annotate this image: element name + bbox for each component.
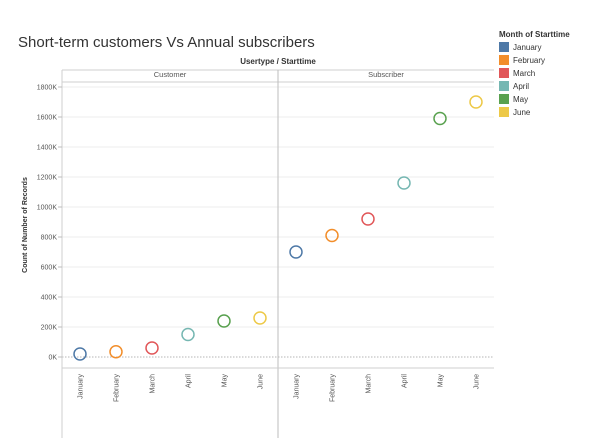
data-point (433, 111, 447, 126)
data-point (289, 245, 303, 259)
x-tick-label: January (78, 374, 85, 399)
x-tick-label: June (258, 374, 265, 389)
y-tick-label: 600K (41, 265, 58, 272)
y-tick-label: 400K (41, 295, 58, 302)
legend-label: May (513, 95, 528, 104)
x-tick-label: May (438, 374, 445, 388)
data-point (109, 345, 123, 359)
x-tick-label: June (474, 374, 481, 389)
y-tick-label: 800K (41, 235, 58, 242)
y-axis-label: Count of Number of Records (22, 177, 29, 273)
x-tick-label: April (186, 374, 193, 388)
y-tick-label: 1200K (37, 175, 58, 182)
y-tick-label: 200K (41, 325, 58, 332)
y-axis-ticks: 0K 200K 400K 600K 800K 1000K 1200K 1400K 1600K 18… (37, 85, 62, 362)
data-point (325, 228, 339, 243)
data-point (361, 212, 375, 226)
axes (61, 69, 494, 438)
x-tick-label: February (114, 374, 121, 403)
y-tick-label: 1800K (37, 85, 58, 92)
data-point (253, 311, 267, 325)
legend-label: April (513, 82, 529, 91)
x-tick-label: January (294, 374, 301, 399)
x-tick-label: February (330, 374, 337, 403)
legend-swatch (499, 81, 509, 91)
x-tick-label: March (366, 374, 373, 394)
y-tick-label: 1000K (37, 205, 58, 212)
legend-label: June (513, 108, 531, 117)
data-point (217, 314, 231, 328)
legend-label: January (513, 43, 541, 52)
x-axis-ticks: January February March April May June January F… (78, 374, 481, 403)
data-point (397, 176, 411, 190)
y-tick-label: 0K (48, 355, 57, 362)
legend-label: February (513, 56, 545, 65)
legend-swatch (499, 107, 509, 117)
data-point (181, 327, 195, 342)
column-header: Usertype / Starttime (240, 57, 316, 66)
x-tick-label: May (222, 374, 229, 388)
legend-title: Month of Starttime (499, 30, 570, 39)
facet-label-customer: Customer (154, 70, 187, 79)
y-tick-label: 1400K (37, 145, 58, 152)
data-point (469, 95, 483, 109)
legend-swatch (499, 55, 509, 65)
data-points (73, 95, 483, 361)
legend-swatch (499, 68, 509, 78)
x-tick-label: April (402, 374, 409, 388)
legend-swatch (499, 42, 509, 52)
x-tick-label: March (150, 374, 157, 394)
y-tick-label: 1600K (37, 115, 58, 122)
facet-label-subscriber: Subscriber (368, 70, 404, 79)
legend: January February March April May June (499, 42, 545, 117)
data-point (145, 341, 159, 355)
chart-title: Short-term customers Vs Annual subscribe… (18, 34, 315, 51)
legend-label: March (513, 69, 535, 78)
data-point (73, 347, 87, 361)
legend-swatch (499, 94, 509, 104)
